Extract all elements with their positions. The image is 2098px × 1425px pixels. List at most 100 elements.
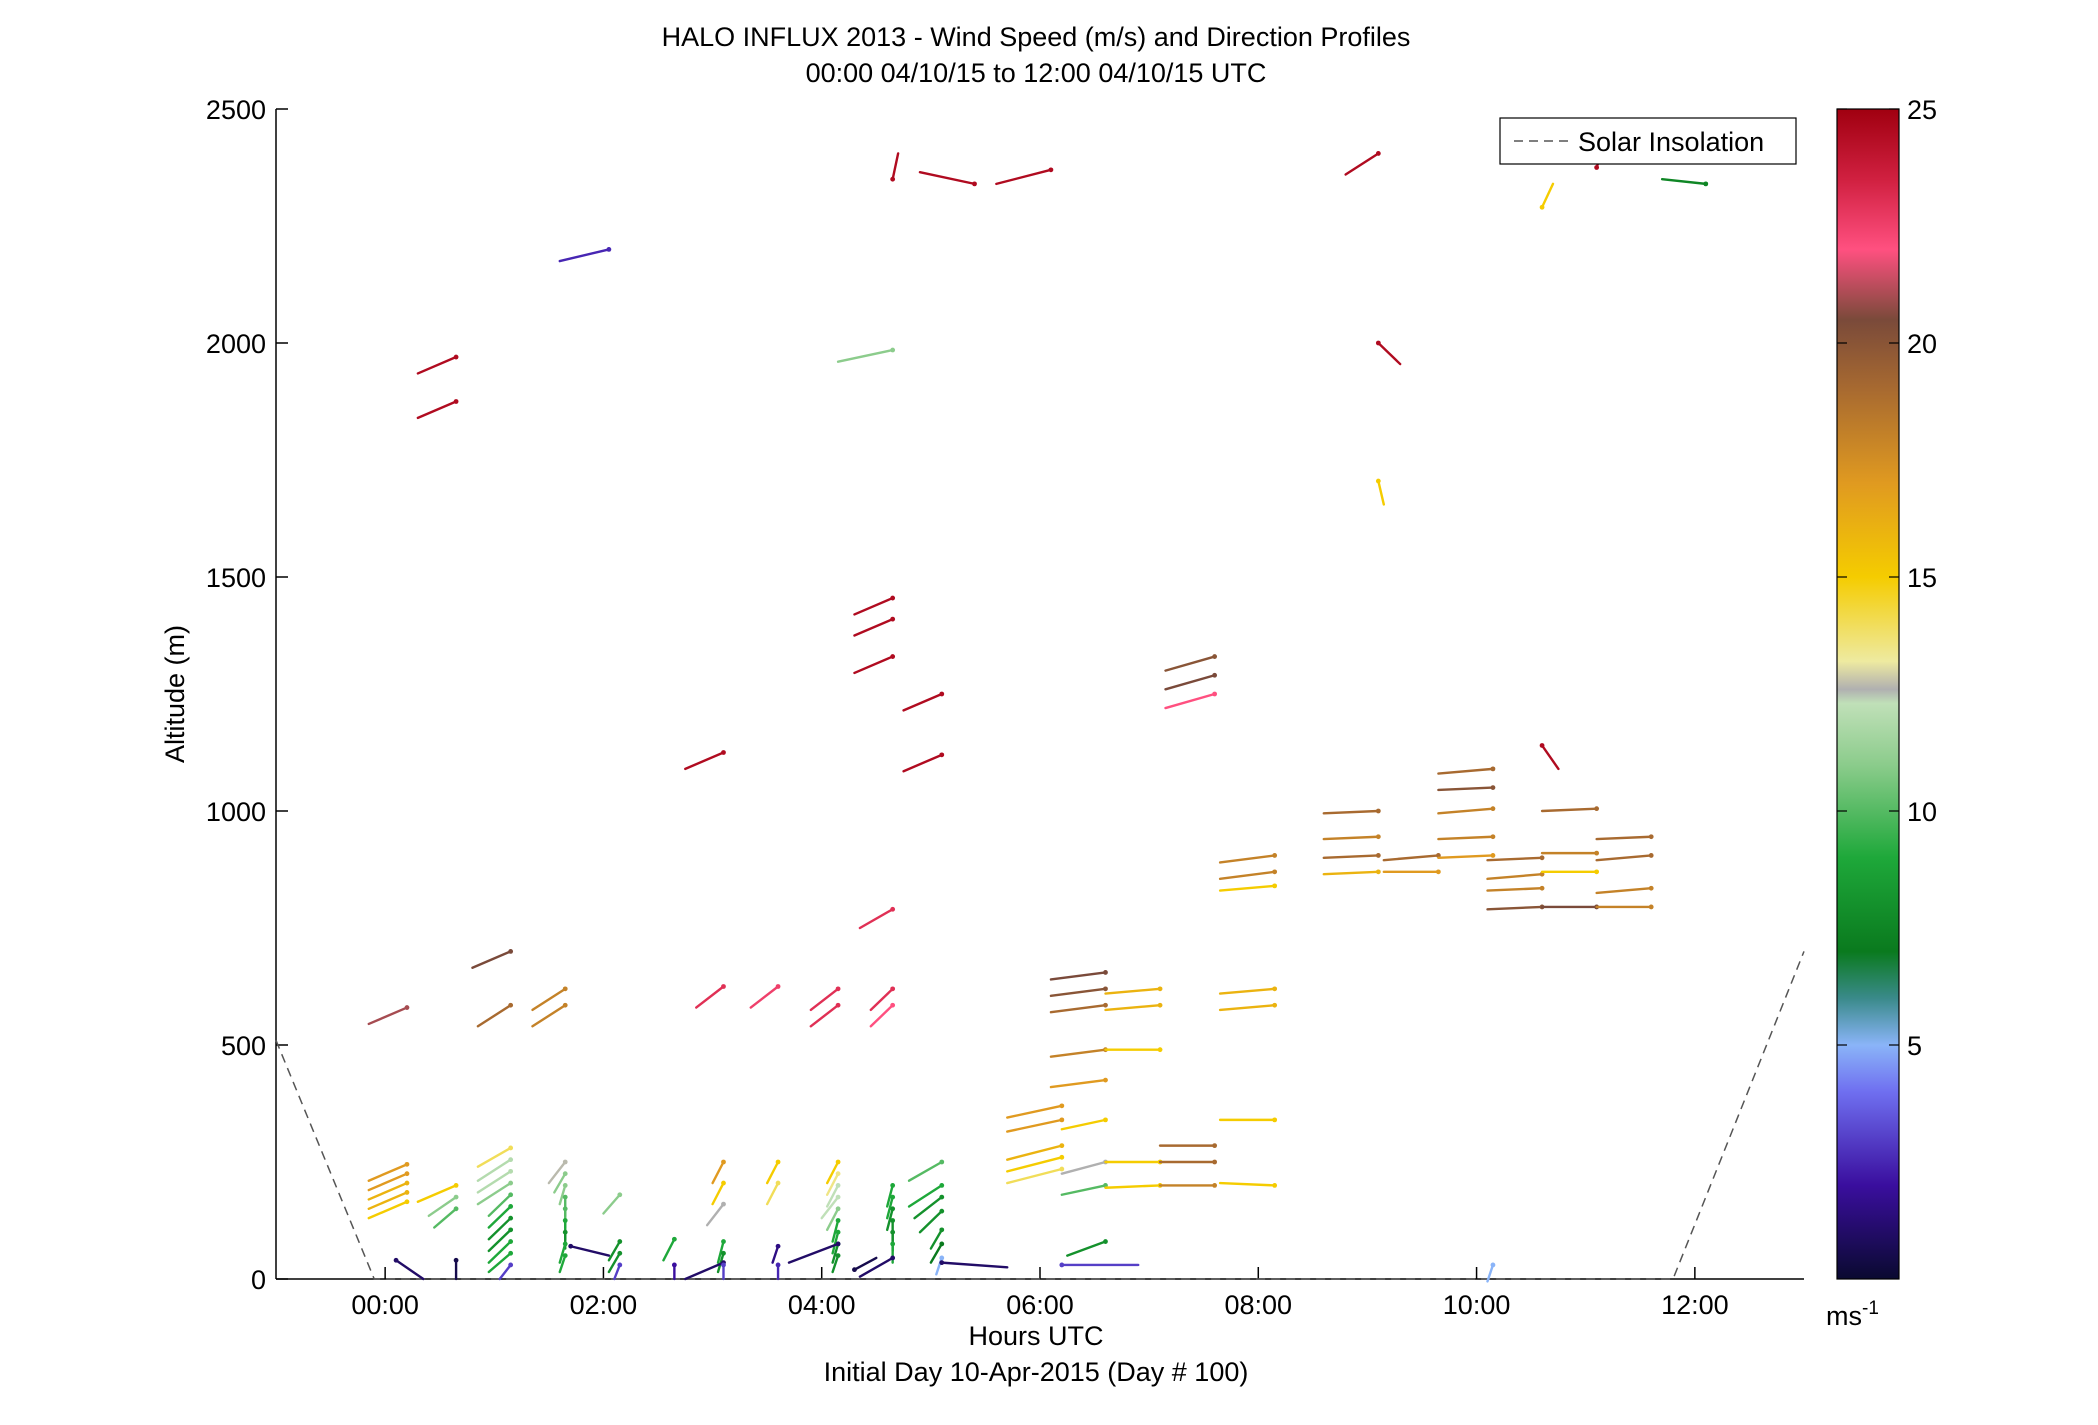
wind-barb-head (562, 1229, 568, 1235)
wind-barb-head (1157, 986, 1163, 992)
wind-barb-head (453, 354, 459, 360)
colorbar-unit: ms-1 (1826, 1298, 1879, 1331)
wind-barb-head (508, 1227, 514, 1233)
wind-barb-head (453, 399, 459, 404)
solar-insolation-line (275, 951, 1805, 1280)
wind-barb (607, 1240, 621, 1262)
wind-barb (487, 1205, 512, 1229)
colorbar-tick-label: 5 (1907, 1031, 1922, 1061)
wind-barb-head (890, 616, 896, 622)
wind-barb (476, 1181, 512, 1206)
wind-barb (1595, 887, 1653, 895)
wind-barb (1164, 655, 1216, 672)
wind-barb-head (1059, 1143, 1065, 1149)
wind-barb-head (1157, 1047, 1163, 1053)
wind-barb-head (1648, 885, 1654, 891)
wind-barb-head (1272, 1002, 1278, 1008)
wind-barb-head (890, 906, 896, 912)
wind-barb-head (721, 1201, 726, 1207)
wind-barb-head (1212, 1143, 1218, 1149)
wind-barb (1066, 1240, 1107, 1257)
wind-barb-head (890, 595, 896, 601)
legend-label-solar: Solar Insolation (1578, 127, 1764, 157)
wind-barb-head (1212, 1183, 1218, 1188)
wind-barb (662, 1238, 676, 1262)
wind-barb (902, 753, 943, 773)
wind-barb-head (1539, 743, 1545, 748)
wind-barb-head (721, 1159, 726, 1165)
wind-barb (1377, 341, 1402, 366)
y-tick-label: 1500 (206, 563, 266, 593)
wind-barb (918, 170, 976, 186)
wind-barb-head (939, 1255, 945, 1261)
wind-barb-head (1212, 654, 1218, 659)
wind-barb (771, 1245, 780, 1264)
wind-barb-head (1103, 1077, 1108, 1083)
wind-barb (1437, 854, 1495, 859)
wind-barb-head (1103, 1002, 1108, 1008)
wind-barb-head (1059, 1103, 1065, 1109)
wind-barb (825, 1160, 840, 1185)
wind-barb (558, 1184, 567, 1206)
wind-barb-head (775, 1159, 781, 1165)
wind-barb-head (939, 752, 945, 758)
wind-barb (858, 908, 894, 930)
wind-barb (558, 1254, 567, 1274)
wind-barb (476, 1146, 512, 1168)
wind-barb (1006, 1118, 1064, 1133)
y-tick-label: 1000 (206, 797, 266, 827)
wind-barb-head (1490, 766, 1496, 772)
wind-barb (1049, 1078, 1107, 1089)
wind-barb (1322, 870, 1380, 876)
wind-barb (1104, 1184, 1162, 1189)
wind-barb (476, 1158, 512, 1182)
x-tick-label: 02:00 (570, 1290, 638, 1320)
wind-barb-head (562, 1206, 568, 1212)
wind-barb (531, 987, 567, 1012)
wind-barb-head (939, 1241, 945, 1247)
wind-barb-head (562, 986, 568, 992)
wind-barb-head (835, 1241, 841, 1247)
wind-barb (1595, 854, 1653, 862)
wind-barb-head (939, 1183, 945, 1188)
wind-barb-head (835, 1194, 841, 1200)
wind-barb-head (508, 1192, 514, 1198)
wind-barb (1540, 182, 1555, 209)
wind-barb-head (1212, 691, 1218, 697)
wind-barb (831, 1219, 840, 1243)
wind-barb (765, 1160, 780, 1185)
wind-barb-head (453, 1183, 459, 1188)
wind-barb-head (1272, 1117, 1278, 1123)
wind-barb (487, 1240, 512, 1264)
wind-barb-head (508, 1168, 514, 1174)
wind-barb-head (1103, 1117, 1108, 1123)
wind-barb (749, 985, 780, 1009)
wind-barb-head (890, 986, 896, 992)
wind-barb (891, 152, 900, 181)
wind-barb (433, 1207, 458, 1229)
wind-barb (487, 1216, 512, 1241)
wind-barb (487, 1193, 512, 1218)
wind-barb-head (671, 1236, 677, 1242)
wind-barb (705, 1202, 725, 1227)
wind-barb-head (508, 1002, 514, 1008)
wind-barb-head (508, 1250, 514, 1256)
wind-barb-head (890, 1241, 896, 1247)
wind-barb (416, 355, 458, 375)
wind-barb (367, 1172, 409, 1192)
wind-barb (886, 1184, 894, 1208)
wind-barb (1218, 884, 1276, 892)
wind-barb (476, 1170, 512, 1194)
wind-barb-head (775, 1243, 781, 1249)
wind-barb-head (1490, 834, 1496, 840)
wind-barb-head (1375, 151, 1381, 156)
wind-barb-head (721, 984, 726, 989)
wind-barb-head (1212, 672, 1218, 678)
wind-barb (825, 1172, 840, 1196)
wind-barb-head (562, 1183, 568, 1188)
x-tick-label: 10:00 (1443, 1290, 1511, 1320)
wind-barb-head (606, 247, 612, 252)
wind-barb (831, 1242, 840, 1264)
wind-barb (1218, 1004, 1276, 1012)
